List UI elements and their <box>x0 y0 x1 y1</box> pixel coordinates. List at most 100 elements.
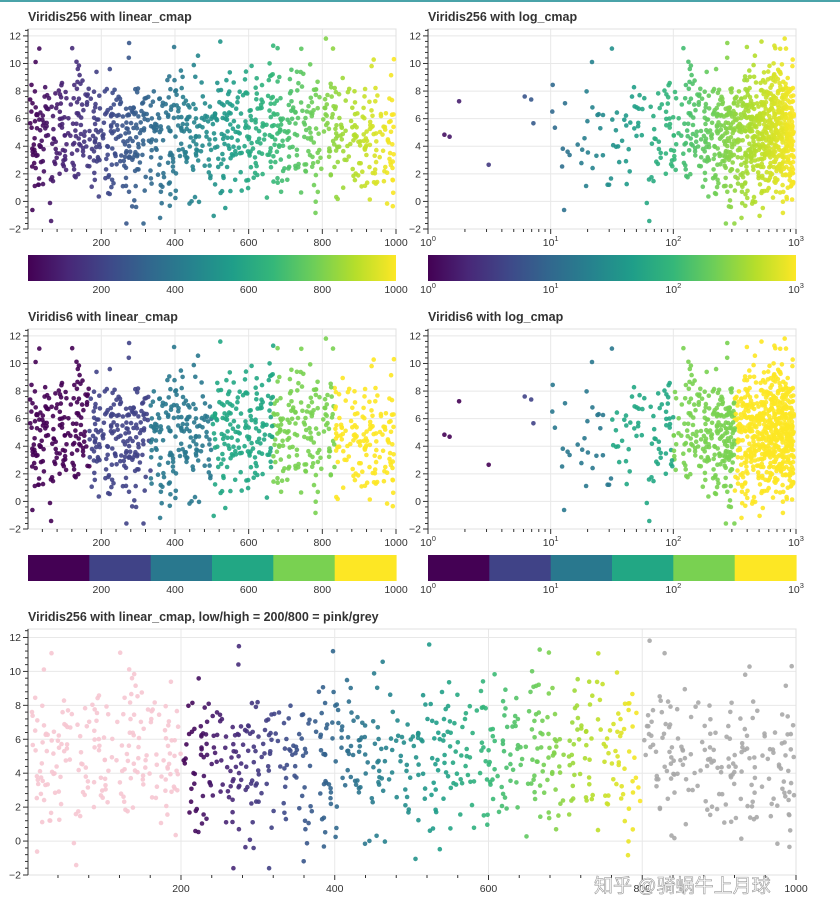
data-point <box>694 133 699 138</box>
data-point <box>231 80 236 85</box>
data-point <box>126 489 132 495</box>
data-point <box>32 436 37 441</box>
data-point <box>138 420 143 425</box>
data-point <box>583 483 589 489</box>
data-point <box>134 426 140 431</box>
data-point <box>228 768 233 774</box>
data-point <box>221 473 226 479</box>
data-point <box>299 84 305 89</box>
data-point <box>723 175 728 181</box>
data-point <box>644 200 650 206</box>
data-point <box>103 167 109 172</box>
data-point <box>184 122 190 127</box>
data-point <box>201 754 206 760</box>
data-point <box>777 369 783 375</box>
data-point <box>781 447 786 453</box>
data-point <box>720 401 725 407</box>
data-point <box>611 777 616 782</box>
data-point <box>173 134 178 139</box>
data-point <box>283 775 289 781</box>
data-point <box>278 189 284 195</box>
data-point <box>117 780 123 785</box>
data-point <box>390 709 396 715</box>
data-point <box>119 743 125 748</box>
data-point <box>756 463 761 468</box>
data-point <box>333 126 338 132</box>
data-point <box>211 733 216 739</box>
data-point <box>458 777 464 782</box>
data-point <box>702 170 708 176</box>
data-point <box>781 489 786 495</box>
data-point <box>32 183 38 189</box>
data-point <box>352 100 358 105</box>
data-point <box>380 132 385 137</box>
data-point <box>150 99 156 104</box>
data-point <box>766 177 771 183</box>
data-point <box>225 435 230 441</box>
data-point <box>738 462 744 468</box>
data-point <box>253 85 258 90</box>
data-point <box>277 374 282 380</box>
data-point <box>719 764 724 770</box>
data-point <box>535 746 540 751</box>
data-point <box>390 442 395 447</box>
data-point <box>199 80 204 85</box>
data-point <box>761 70 767 75</box>
data-point <box>172 77 177 83</box>
data-point <box>716 102 721 107</box>
data-point <box>337 415 342 421</box>
x-tick-label: 1000 <box>784 883 808 895</box>
data-point <box>667 116 672 121</box>
data-point <box>772 343 777 349</box>
data-point <box>87 455 93 460</box>
data-point <box>690 143 695 148</box>
data-point <box>420 738 425 744</box>
data-point <box>192 781 197 786</box>
data-point <box>629 94 635 99</box>
data-point <box>236 643 242 649</box>
data-point <box>769 801 774 807</box>
data-point <box>688 752 694 757</box>
data-point <box>644 500 650 506</box>
data-point <box>333 759 339 764</box>
data-point <box>208 173 213 178</box>
data-point <box>268 459 274 465</box>
data-point <box>709 420 715 426</box>
data-point <box>711 167 716 172</box>
data-point <box>265 393 271 399</box>
data-point <box>715 462 720 468</box>
data-point <box>500 791 506 797</box>
data-point <box>726 204 732 209</box>
data-point <box>447 134 452 139</box>
data-point <box>84 144 89 149</box>
data-point <box>665 101 671 106</box>
data-point <box>540 718 545 724</box>
data-point <box>761 146 767 151</box>
data-point <box>742 412 747 418</box>
data-point <box>783 753 788 758</box>
data-point <box>38 110 43 115</box>
data-point <box>319 166 324 172</box>
data-point <box>361 405 366 411</box>
data-point <box>730 460 735 465</box>
data-point <box>732 221 737 226</box>
data-point <box>772 449 778 455</box>
data-point <box>188 135 194 140</box>
data-point <box>763 424 769 429</box>
data-point <box>62 448 68 454</box>
data-point <box>235 130 241 135</box>
data-point <box>225 400 230 405</box>
data-point <box>747 368 752 373</box>
data-point <box>98 128 104 133</box>
data-point <box>74 86 80 92</box>
data-point <box>626 707 631 713</box>
data-point <box>773 131 778 136</box>
data-point <box>674 706 680 712</box>
colorbar-tick-label: 1000 <box>384 284 408 296</box>
data-point <box>790 439 796 444</box>
data-point <box>626 839 631 844</box>
data-point <box>127 454 132 459</box>
y-tick-label: 8 <box>15 386 21 398</box>
data-point <box>789 497 795 502</box>
